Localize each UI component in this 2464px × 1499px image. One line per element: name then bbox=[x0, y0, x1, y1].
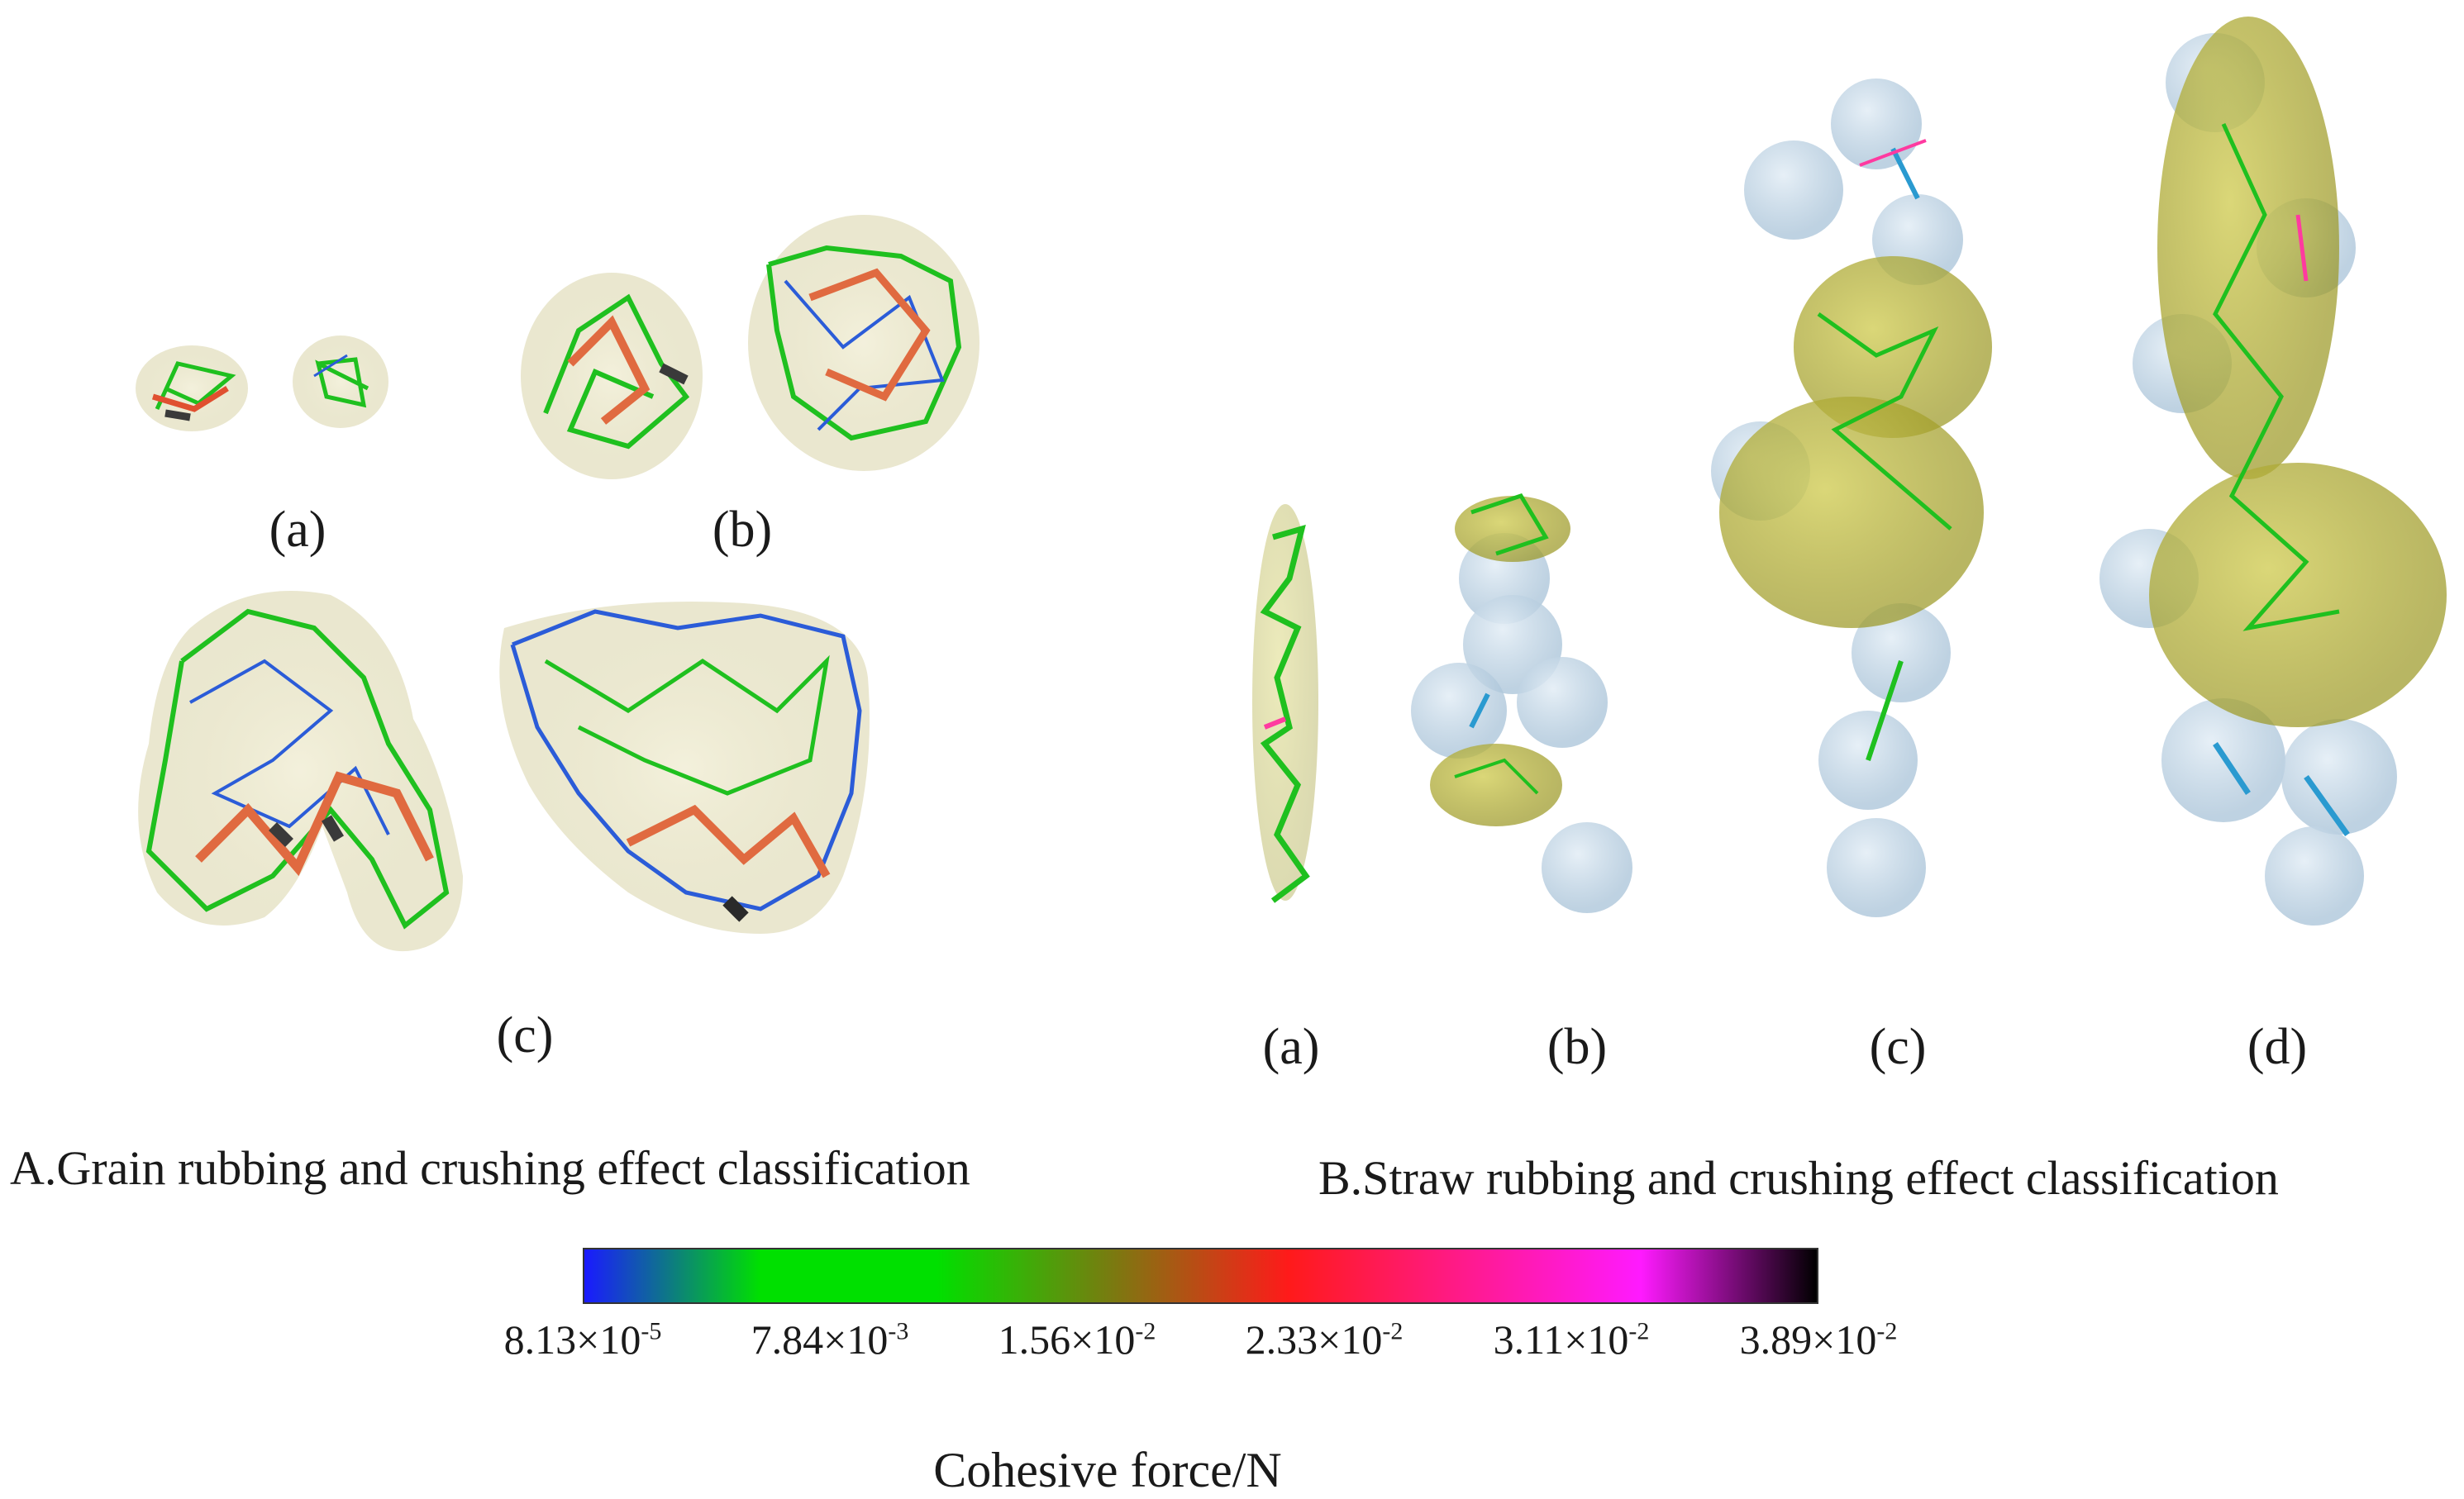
straw-label-c: (c) bbox=[1869, 1019, 1927, 1075]
straw-label-d: (d) bbox=[2247, 1019, 2308, 1075]
grain-caption: A.Grain rubbing and crushing effect clas… bbox=[10, 1141, 970, 1195]
grain-label-a: (a) bbox=[269, 502, 326, 558]
colorbar-title: Cohesive force/N bbox=[933, 1443, 1282, 1497]
colorbar-tick-label: 2.33×10-2 bbox=[1245, 1316, 1404, 1363]
grain-cluster-a bbox=[136, 335, 388, 431]
colorbar-tick-label: 3.89×10-2 bbox=[1739, 1316, 1898, 1363]
colorbar-tick-label: 1.56×10-2 bbox=[998, 1316, 1156, 1363]
colorbar-tick-label: 7.84×10-3 bbox=[751, 1316, 909, 1363]
straw-cluster-c bbox=[1711, 79, 1992, 917]
straw-caption: B.Straw rubbing and crushing effect clas… bbox=[1318, 1151, 2279, 1205]
straw-cluster-d bbox=[2099, 17, 2447, 926]
grain-cluster-c bbox=[138, 591, 870, 952]
grain-cluster-b bbox=[521, 215, 979, 479]
grain-label-b: (b) bbox=[712, 502, 773, 558]
cohesive-force-colorbar bbox=[583, 1248, 1818, 1304]
straw-label-b: (b) bbox=[1547, 1019, 1608, 1075]
straw-cluster-a bbox=[1252, 504, 1318, 903]
straw-cluster-b bbox=[1411, 493, 1632, 913]
grain-label-c: (c) bbox=[496, 1007, 554, 1064]
straw-label-a: (a) bbox=[1262, 1019, 1320, 1075]
colorbar-tick-label: 3.11×10-2 bbox=[1493, 1316, 1650, 1363]
colorbar-tick-label: 8.13×10-5 bbox=[503, 1316, 662, 1363]
